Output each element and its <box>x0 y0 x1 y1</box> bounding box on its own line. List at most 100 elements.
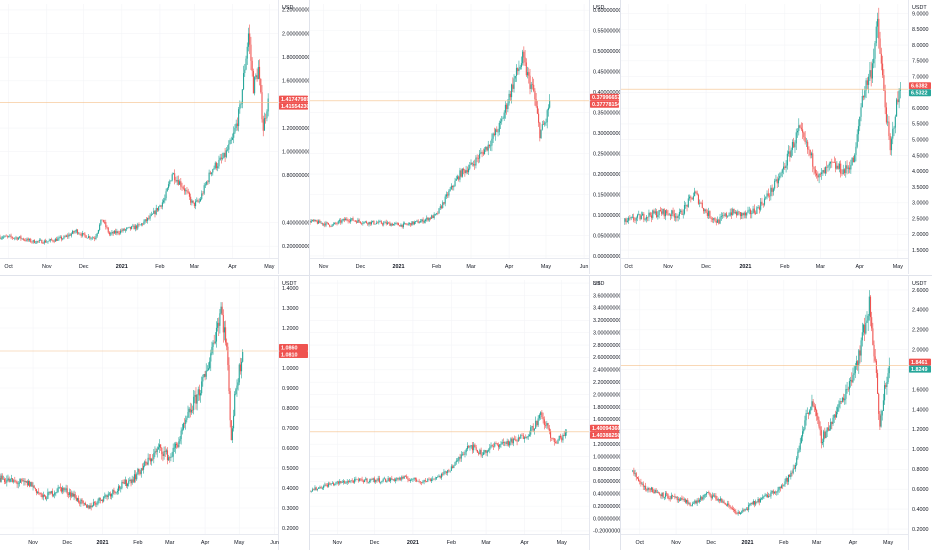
candle-body <box>43 494 45 497</box>
candle-body <box>83 503 85 504</box>
candle-body <box>813 166 815 170</box>
candle-down <box>175 176 177 183</box>
chart-panel-top-middle[interactable]: 0.00000000 0.05000000 0.10000000 0.15000000… <box>310 0 620 274</box>
candle-up <box>682 209 684 219</box>
candle-up <box>35 240 37 244</box>
candle-body <box>681 210 683 215</box>
candle-body <box>862 324 865 333</box>
candle-body <box>160 444 162 448</box>
candle-body <box>337 221 339 224</box>
candle-body <box>408 479 410 482</box>
time-tick-label: Jun <box>580 264 589 270</box>
candle-body <box>557 439 559 444</box>
candle-down <box>60 487 63 494</box>
candle-body <box>762 496 764 499</box>
candle-body <box>263 118 266 131</box>
candle-up <box>409 478 411 483</box>
candle-down <box>826 161 828 174</box>
candle-body <box>564 432 566 437</box>
panel-divider-horizontal[interactable] <box>0 275 932 276</box>
candle-down <box>517 67 519 75</box>
candle-up <box>781 168 783 178</box>
candle-up <box>207 362 210 371</box>
candle-up <box>783 484 785 487</box>
candle-up <box>318 219 320 224</box>
candle-up <box>382 477 384 483</box>
candle-up <box>38 238 40 243</box>
candle-body <box>0 475 2 482</box>
candle-body <box>8 236 10 237</box>
candle-up <box>824 166 827 176</box>
candle-body <box>143 221 145 225</box>
candle-up <box>495 128 497 141</box>
candle-up <box>828 425 831 431</box>
candle-body <box>155 208 157 215</box>
chart-panel-bottom-left[interactable]: 0.2000 0.3000 0.4000 0.5000 0.6000 0.7000 0.80… <box>0 276 309 550</box>
candle-body <box>475 157 477 166</box>
candle-body <box>367 481 369 483</box>
candle-body <box>205 370 207 377</box>
time-tick-label: Nov <box>42 264 52 270</box>
candle-up <box>42 491 44 501</box>
candle-up <box>9 234 11 238</box>
candle-body <box>506 441 508 444</box>
candle-down <box>739 211 741 220</box>
candle-down <box>758 205 760 214</box>
candle-down <box>782 483 784 489</box>
candle-down <box>884 84 886 115</box>
candle-body <box>725 213 727 217</box>
candle-up <box>720 212 722 221</box>
candle-down <box>190 193 192 206</box>
candle-body <box>367 223 369 225</box>
candle-body <box>552 438 554 439</box>
candle-body <box>531 426 533 428</box>
candle-down <box>122 479 124 484</box>
candle-body <box>28 239 31 241</box>
candle-body <box>494 443 496 447</box>
time-tick-label: Mar <box>816 264 825 270</box>
candle-up <box>0 473 2 483</box>
candle-up <box>748 502 750 513</box>
candle-body <box>26 481 28 486</box>
candle-body <box>27 481 30 486</box>
candle-body <box>880 415 882 427</box>
candle-body <box>5 235 7 237</box>
candle-down <box>344 480 346 484</box>
price-tick-label: 1.60000000 <box>593 417 620 423</box>
candle-down <box>452 185 454 191</box>
candle-up <box>120 486 122 493</box>
candle-up <box>95 234 97 241</box>
candle-body <box>810 406 812 411</box>
candle-up <box>764 492 766 497</box>
candles <box>0 24 269 245</box>
candle-body <box>19 479 22 483</box>
candle-body <box>486 146 488 151</box>
chart-panel-bottom-middle[interactable]: -0.200000000.000000000.200000000.4000000… <box>310 276 620 550</box>
candle-down <box>385 478 387 483</box>
candle-up <box>852 367 854 384</box>
candle-body <box>214 341 216 343</box>
last-price-badge: 0.37996657 <box>590 93 620 101</box>
candle-body <box>123 228 125 231</box>
chart-panel-top-left[interactable]: 0.20000000 0.40000000 0.80000000 1.00000000… <box>0 0 309 274</box>
candle-body <box>488 449 490 451</box>
candle-down <box>863 95 865 101</box>
chart-panel-bottom-right[interactable]: 0.2000 0.4000 0.6000 0.8000 1.0000 1.2000 1.40… <box>621 276 932 550</box>
candle-up <box>413 477 415 481</box>
candle-down <box>831 158 833 168</box>
candle-body <box>550 430 552 438</box>
candle-body <box>261 92 263 120</box>
candle-up <box>21 238 23 240</box>
candle-body <box>527 435 529 437</box>
candle-up <box>58 235 60 241</box>
candle-up <box>765 493 767 498</box>
candle-body <box>477 158 479 159</box>
candle-body <box>176 180 178 182</box>
chart-panel-top-right[interactable]: 1.5000 2.0000 2.5000 3.0000 3.5000 4.0000 4.50… <box>621 0 932 274</box>
candle-up <box>370 478 372 483</box>
candle-body <box>233 132 235 138</box>
candle-body <box>664 493 667 498</box>
candle-body <box>262 119 264 131</box>
candle-body <box>375 479 377 482</box>
candle-down <box>315 219 317 222</box>
